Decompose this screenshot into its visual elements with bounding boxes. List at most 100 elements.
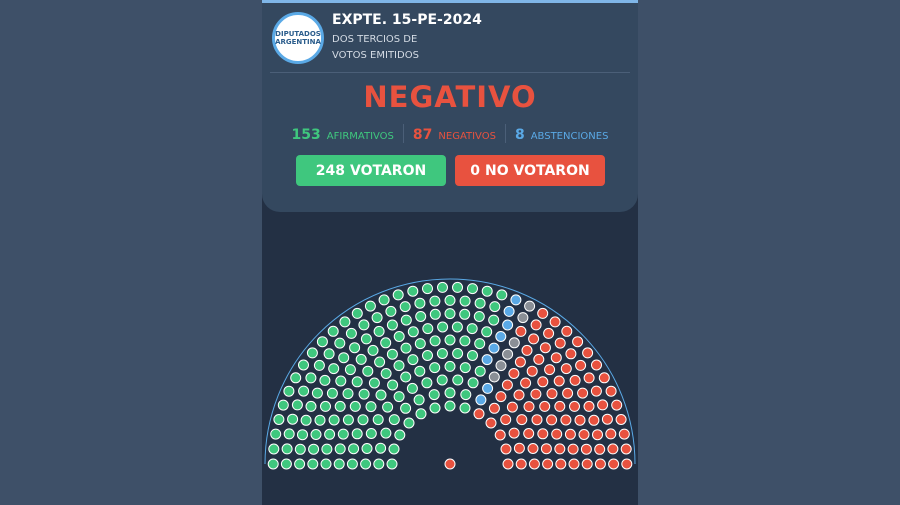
seat	[436, 348, 448, 359]
seat	[281, 443, 293, 455]
seat	[452, 348, 464, 359]
seat	[527, 443, 539, 454]
seat	[334, 443, 346, 455]
count: 153	[291, 127, 321, 143]
seat	[367, 344, 379, 356]
seat	[422, 350, 433, 361]
seat	[328, 363, 340, 375]
seat	[567, 443, 579, 455]
seat	[428, 389, 440, 401]
seat	[380, 337, 392, 349]
tally: 153 AFIRMATIVOS 87 NEGATIVOS 8 ABSTENCIONES	[262, 124, 638, 143]
seat	[523, 401, 535, 413]
seat	[308, 443, 320, 455]
seat	[502, 319, 514, 331]
seat	[569, 400, 580, 412]
seat	[459, 362, 471, 374]
title: EXPTE. 15-PE-2024	[332, 12, 482, 28]
seat	[320, 458, 332, 470]
seat	[414, 338, 426, 350]
seat	[357, 414, 369, 426]
seat	[590, 385, 602, 397]
seat	[380, 427, 392, 439]
seat	[333, 458, 345, 470]
seat	[306, 347, 318, 359]
seat	[378, 294, 390, 306]
voted-button[interactable]: 248 VOTARON	[296, 155, 446, 186]
seat	[374, 356, 386, 368]
seat	[533, 353, 545, 365]
seat	[283, 385, 295, 397]
seat	[460, 389, 472, 401]
seat	[319, 374, 331, 386]
seat	[564, 428, 576, 440]
seat	[459, 308, 471, 320]
seat	[578, 429, 590, 440]
seat	[502, 458, 514, 470]
seat	[414, 365, 426, 377]
seat	[400, 342, 412, 354]
seat	[422, 283, 433, 295]
seat	[393, 391, 405, 403]
seat	[414, 297, 426, 309]
seat	[473, 408, 485, 420]
seat	[421, 377, 433, 389]
seat	[549, 316, 561, 328]
seat	[287, 413, 299, 425]
seat	[392, 289, 404, 301]
seat	[482, 382, 494, 394]
seat	[543, 327, 555, 339]
seat	[373, 458, 385, 470]
seat	[444, 400, 456, 412]
seat	[444, 334, 456, 346]
seat	[436, 374, 448, 386]
result: NEGATIVO	[363, 80, 537, 114]
seat	[280, 458, 292, 470]
seat	[488, 402, 500, 414]
seat	[481, 354, 493, 366]
seat	[268, 443, 280, 455]
seat	[311, 387, 323, 399]
seat	[358, 388, 370, 400]
seat	[539, 400, 551, 412]
seat	[422, 323, 434, 335]
seat	[375, 389, 387, 401]
count: 8	[514, 127, 525, 143]
seat	[473, 311, 485, 322]
not-voted-button[interactable]: 0 NO VOTARON	[455, 155, 605, 186]
seat	[320, 400, 331, 412]
seat	[338, 352, 350, 364]
seat	[335, 375, 347, 387]
label: ABSTENCIONES	[530, 131, 609, 142]
seat	[520, 377, 532, 389]
seat	[502, 348, 514, 360]
seat	[452, 374, 464, 386]
seat	[528, 333, 540, 345]
seat	[510, 294, 522, 306]
seat	[394, 429, 406, 441]
seat	[553, 375, 565, 387]
seat	[355, 353, 367, 365]
seat	[393, 331, 405, 342]
seat	[524, 300, 536, 312]
seat	[530, 319, 542, 331]
seat	[334, 337, 346, 349]
seat	[459, 295, 471, 307]
seat	[291, 399, 303, 411]
seat	[326, 387, 338, 399]
seat	[429, 335, 441, 347]
seat	[577, 387, 589, 399]
seat	[406, 382, 418, 394]
separator	[270, 72, 630, 73]
seat	[521, 344, 533, 356]
seat	[500, 414, 512, 426]
seat	[574, 414, 586, 426]
seat	[620, 443, 632, 455]
seat	[568, 458, 580, 470]
seat	[467, 283, 478, 295]
seat	[351, 376, 363, 388]
seat	[294, 443, 306, 455]
seat	[337, 428, 349, 440]
seat	[611, 399, 623, 411]
seat	[267, 458, 279, 470]
